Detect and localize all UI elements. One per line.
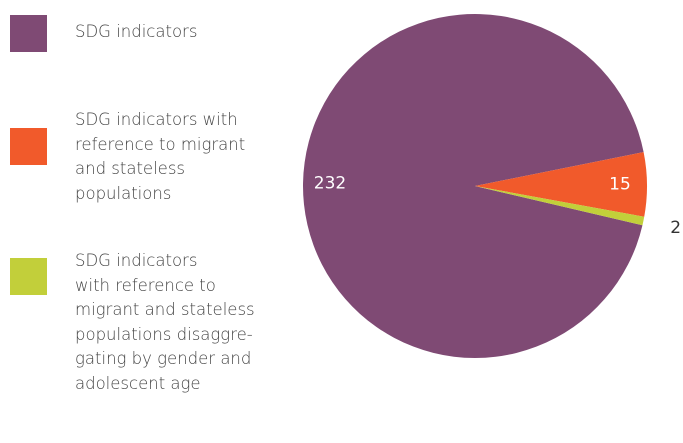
legend-swatch bbox=[10, 258, 47, 295]
pie-slice bbox=[475, 152, 647, 217]
legend-swatch bbox=[10, 15, 47, 52]
pie-slice bbox=[303, 13, 644, 358]
pie-slice bbox=[475, 186, 645, 226]
data-label: 15 bbox=[609, 175, 631, 195]
data-label: 2 bbox=[670, 218, 681, 238]
legend-label: SDG indicators with reference to migrant… bbox=[75, 251, 255, 393]
legend-label: SDG indicators bbox=[75, 22, 198, 41]
data-label: 232 bbox=[314, 174, 346, 194]
legend-label: SDG indicators with reference to migrant… bbox=[75, 110, 246, 203]
legend-swatch bbox=[10, 128, 47, 165]
